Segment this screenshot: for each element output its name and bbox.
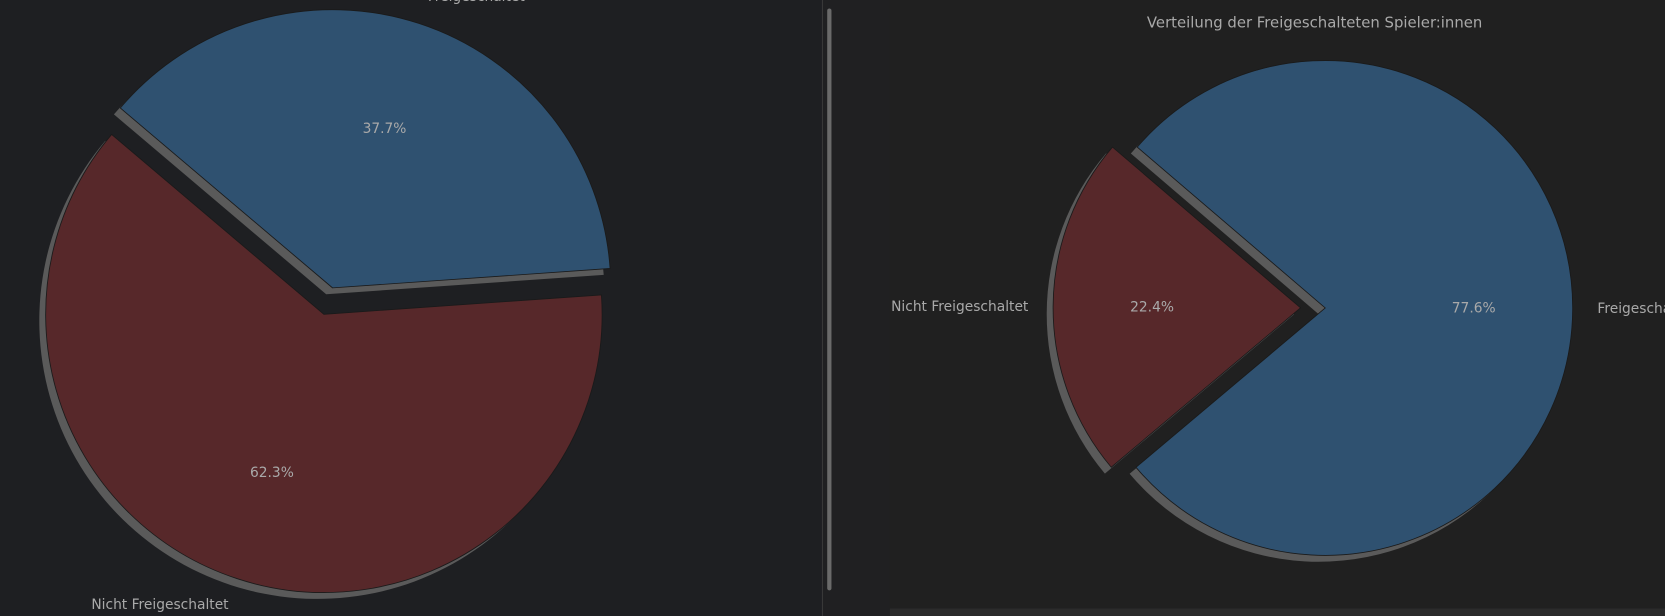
chart-title: Verteilung der Freigeschalteten Spieler:… (1147, 13, 1482, 31)
gutter (822, 0, 890, 616)
slice-label: Freigeschaltet (1597, 301, 1665, 317)
pie-slice (1052, 146, 1302, 468)
pie-slice (119, 9, 611, 289)
bottom-bar (889, 608, 1665, 616)
slice-percent: 37.7% (363, 121, 407, 137)
slice-label: Nicht Freigeschaltet (891, 299, 1029, 315)
slice-percent: 62.3% (250, 465, 294, 481)
pie-slice (45, 133, 603, 593)
pie-slice (1135, 60, 1574, 556)
slice-label: Freigeschaltet (428, 0, 526, 5)
slice-label: Nicht Freigeschaltet (91, 597, 229, 613)
scrollbar[interactable] (827, 8, 832, 591)
slice-percent: 77.6% (1452, 301, 1496, 317)
slice-percent: 22.4% (1130, 299, 1174, 315)
divider (821, 0, 823, 616)
